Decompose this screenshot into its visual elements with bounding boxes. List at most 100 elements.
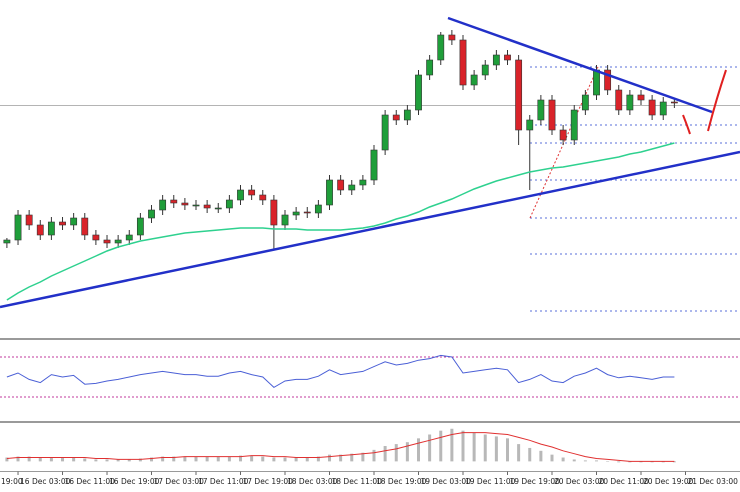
candle-body: [136, 217, 144, 236]
candle-body: [25, 214, 33, 226]
candle-body: [92, 234, 100, 241]
histogram-bar: [61, 457, 65, 462]
candle-body: [593, 69, 600, 96]
histogram-bar: [361, 452, 365, 462]
x-tick-label: 19 Dec 19:00: [509, 477, 560, 486]
candle-body: [403, 109, 411, 121]
x-tick-label: 20 Dec 03:00: [554, 477, 605, 486]
candle-body: [70, 217, 78, 226]
x-tick-label: 16 Dec 03:00: [20, 477, 71, 486]
candle-body: [203, 204, 211, 209]
candle-body: [337, 179, 345, 191]
histogram-bar: [350, 453, 354, 462]
histogram-bar: [239, 455, 243, 462]
candle-body: [36, 224, 44, 236]
candle-body: [181, 202, 189, 206]
candle-body: [381, 114, 389, 151]
histogram-bar: [316, 456, 320, 462]
x-tick-label: 17 Dec 03:00: [154, 477, 205, 486]
candle-body: [159, 199, 167, 211]
candle-body: [114, 239, 122, 244]
x-tick-label: 18 Dec 11:00: [332, 477, 383, 486]
candle-body: [515, 59, 523, 131]
histogram-bar: [394, 444, 398, 462]
candle-body: [248, 189, 256, 196]
histogram-bar: [383, 446, 387, 462]
histogram-bar: [339, 454, 343, 462]
candle-body: [659, 101, 667, 116]
candle-body: [604, 69, 612, 91]
histogram-bar: [250, 455, 254, 462]
candle-body: [270, 199, 278, 226]
candle-body: [303, 211, 311, 214]
histogram-bar: [450, 428, 454, 462]
x-tick-label: 19 Dec 11:00: [465, 477, 516, 486]
x-tick-label: 18 Dec 19:00: [376, 477, 427, 486]
candle-body: [59, 221, 66, 226]
histogram-bar: [550, 454, 554, 462]
fibonacci-levels: [530, 66, 740, 312]
candle-body: [292, 211, 300, 216]
candle-body: [470, 74, 478, 86]
oscillator-line: [6, 354, 675, 389]
histogram-bar: [138, 458, 142, 462]
candle-body: [103, 239, 111, 244]
candle-body: [504, 54, 511, 61]
histogram-bar: [5, 457, 9, 462]
x-tick-label: 17 Dec 19:00: [243, 477, 294, 486]
x-tick-label: 16 Dec 19:00: [109, 477, 160, 486]
histogram-bar: [528, 447, 532, 462]
histogram-bar: [305, 457, 309, 462]
histogram-bar: [606, 461, 610, 462]
histogram-bar: [594, 460, 598, 462]
candle-body: [314, 204, 322, 214]
candle-body: [47, 221, 55, 236]
candle-body: [492, 54, 500, 66]
candle-body: [370, 149, 378, 181]
candle-body: [259, 194, 267, 201]
histogram-bar: [227, 456, 231, 462]
histogram-bar: [94, 459, 98, 462]
histogram-bar: [49, 457, 53, 462]
histogram-bar: [172, 456, 176, 462]
candle-body: [392, 114, 400, 121]
x-tick-label: 18 Dec 03:00: [287, 477, 338, 486]
candle-body: [459, 39, 467, 86]
candle-body: [581, 94, 589, 111]
histogram-bar: [38, 457, 42, 462]
histogram-bar: [517, 444, 521, 462]
candle-body: [14, 214, 22, 241]
histogram-bar: [328, 454, 332, 462]
histogram-bar: [461, 430, 465, 462]
candle-body: [192, 204, 200, 207]
candle-body: [170, 199, 178, 204]
x-tick-label: 19 Dec 03:00: [421, 477, 472, 486]
arrow-up: [707, 69, 727, 132]
histogram-bar: [16, 456, 20, 462]
x-tick-label: 17 Dec 11:00: [198, 477, 249, 486]
histogram-bar: [294, 457, 298, 462]
candle-body: [214, 207, 222, 210]
candle-body: [648, 99, 656, 116]
x-tick-label: 19:00: [1, 477, 23, 486]
candle-body: [426, 59, 434, 76]
histogram-bar: [272, 457, 276, 462]
candle-body: [326, 179, 333, 206]
candle-body: [125, 234, 133, 241]
histogram-bar: [194, 456, 198, 462]
candle-body: [225, 199, 233, 209]
histogram-bar: [505, 438, 509, 462]
histogram-bar: [127, 459, 131, 462]
candle-body: [637, 94, 645, 101]
resistance-trendline: [447, 16, 713, 114]
histogram-bar: [72, 457, 76, 462]
histogram-bar: [116, 459, 120, 462]
candle-body: [81, 217, 89, 236]
candle-body: [437, 34, 445, 61]
candle-body: [570, 109, 578, 141]
histogram-bar: [205, 456, 209, 462]
candle-body: [348, 184, 356, 191]
